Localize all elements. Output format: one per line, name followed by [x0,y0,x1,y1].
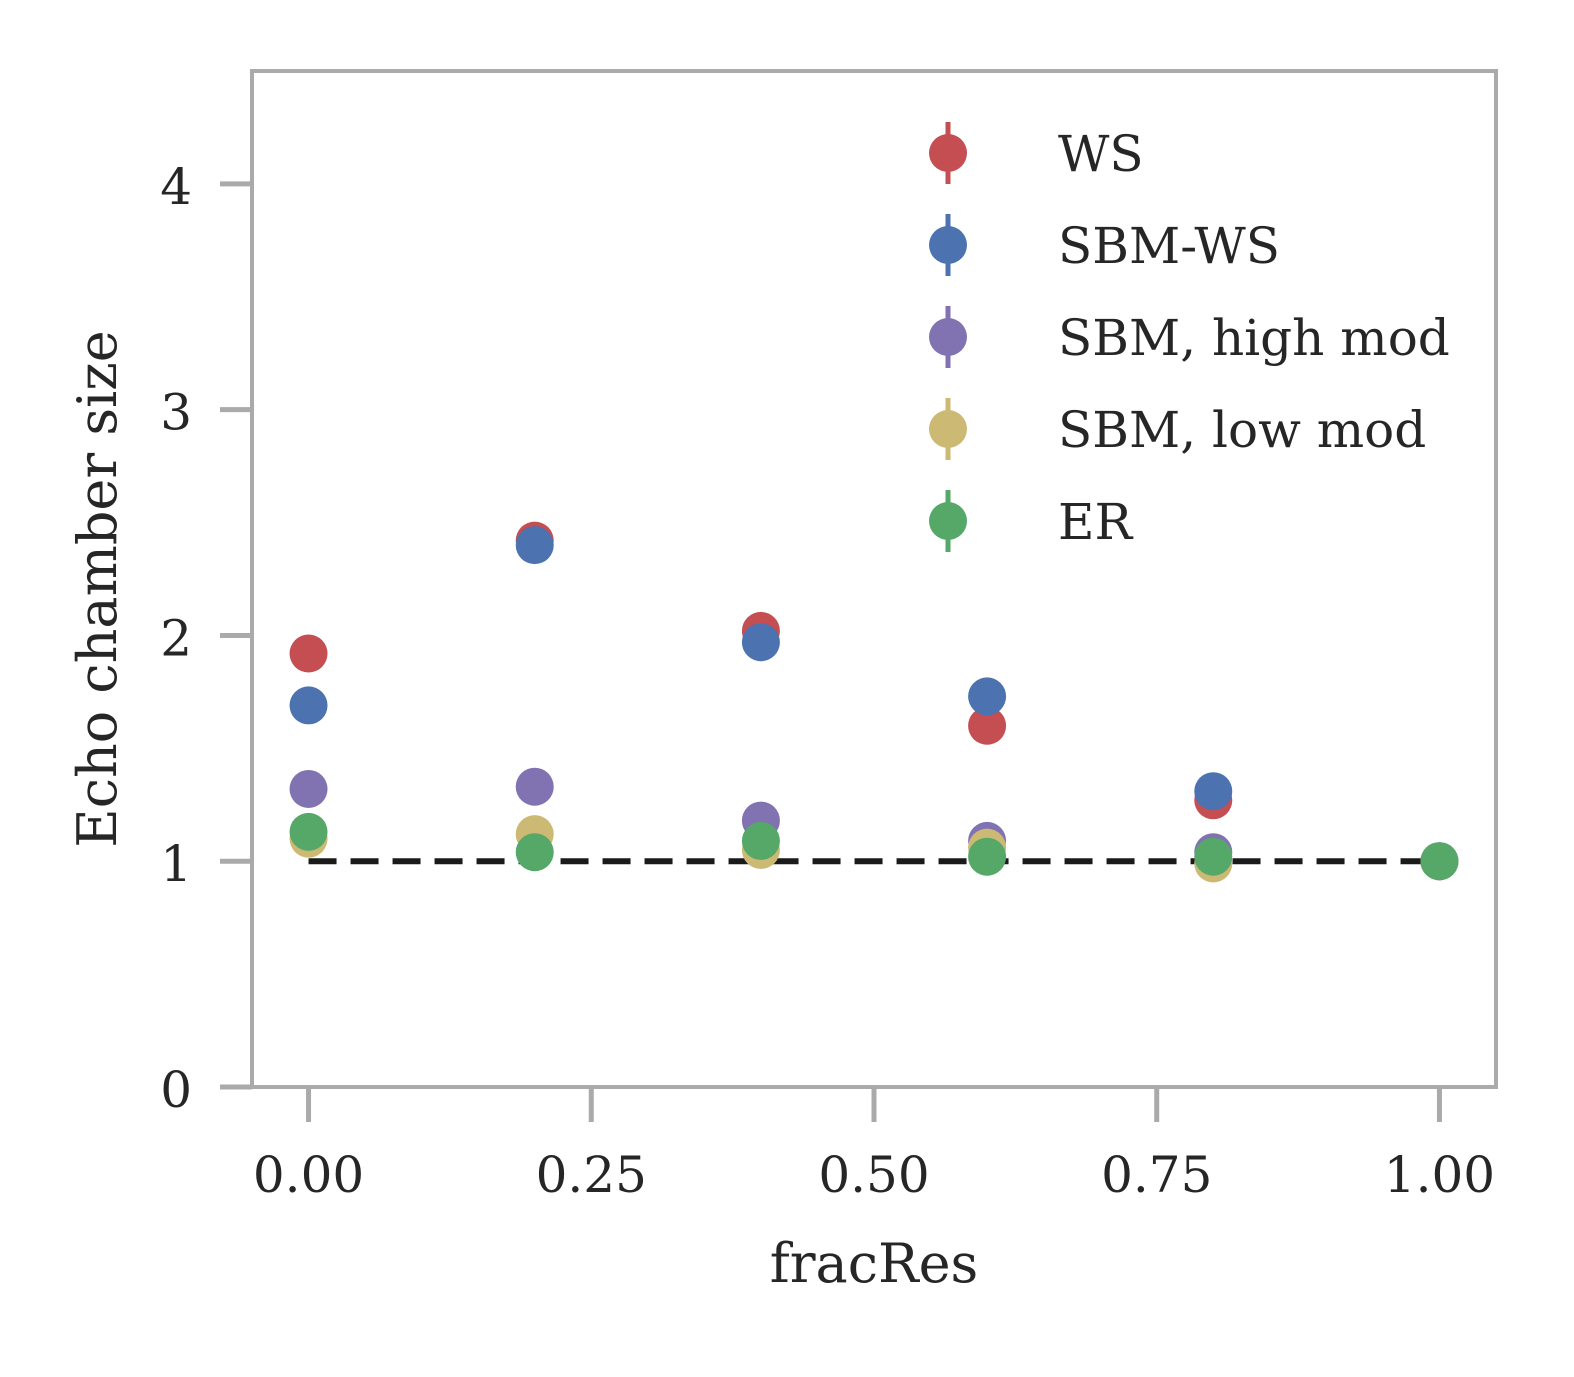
data-point [289,634,328,673]
data-point [289,686,328,725]
data-point [1194,772,1233,811]
data-point [1194,837,1233,876]
points-layer [289,521,1459,883]
y-axis: 0 1 2 3 4 [160,158,252,1119]
y-tick-label: 2 [160,609,192,667]
data-point [741,623,780,662]
series-er [289,812,1459,881]
x-axis-label: fracRes [770,1232,979,1295]
legend-label: SBM, high mod [1058,309,1450,367]
data-point [968,706,1007,745]
y-tick-label: 0 [160,1061,192,1119]
data-point [968,837,1007,876]
legend-marker [929,226,967,264]
legend-item: SBM, high mod [929,306,1450,368]
data-point [515,526,554,565]
series-sbm-ws [289,526,1459,881]
legend-marker [929,410,967,448]
legend-item: SBM-WS [929,214,1280,276]
legend-item: SBM, low mod [929,398,1426,460]
data-point [289,812,328,851]
x-tick-label: 0.25 [536,1146,647,1204]
x-axis: 0.00 0.25 0.50 0.75 1.00 [253,1087,1495,1204]
data-point [289,769,328,808]
legend-label: SBM, low mod [1058,401,1426,459]
series-sbm-low-mod [289,815,1459,883]
legend: WS SBM-WS SBM, high mod SBM, low mod ER [929,122,1450,552]
x-tick-label: 1.00 [1384,1146,1495,1204]
legend-item: ER [929,490,1133,552]
y-tick-label: 3 [160,384,192,442]
x-tick-label: 0.75 [1101,1146,1212,1204]
legend-label: ER [1058,493,1133,551]
series-ws [289,521,1459,881]
data-point [515,833,554,872]
x-tick-label: 0.50 [818,1146,929,1204]
legend-marker [929,134,967,172]
y-tick-label: 4 [160,158,192,216]
y-tick-label: 1 [160,835,192,893]
data-point [741,821,780,860]
legend-label: WS [1058,125,1144,183]
x-tick-label: 0.00 [253,1146,364,1204]
data-point [1420,842,1459,881]
data-point [968,677,1007,716]
legend-item: WS [929,122,1144,184]
plot-frame [250,69,1498,1089]
legend-marker [929,318,967,356]
y-axis-label: Echo chamber size [66,330,129,847]
legend-marker [929,502,967,540]
legend-label: SBM-WS [1058,217,1280,275]
data-point [515,767,554,806]
